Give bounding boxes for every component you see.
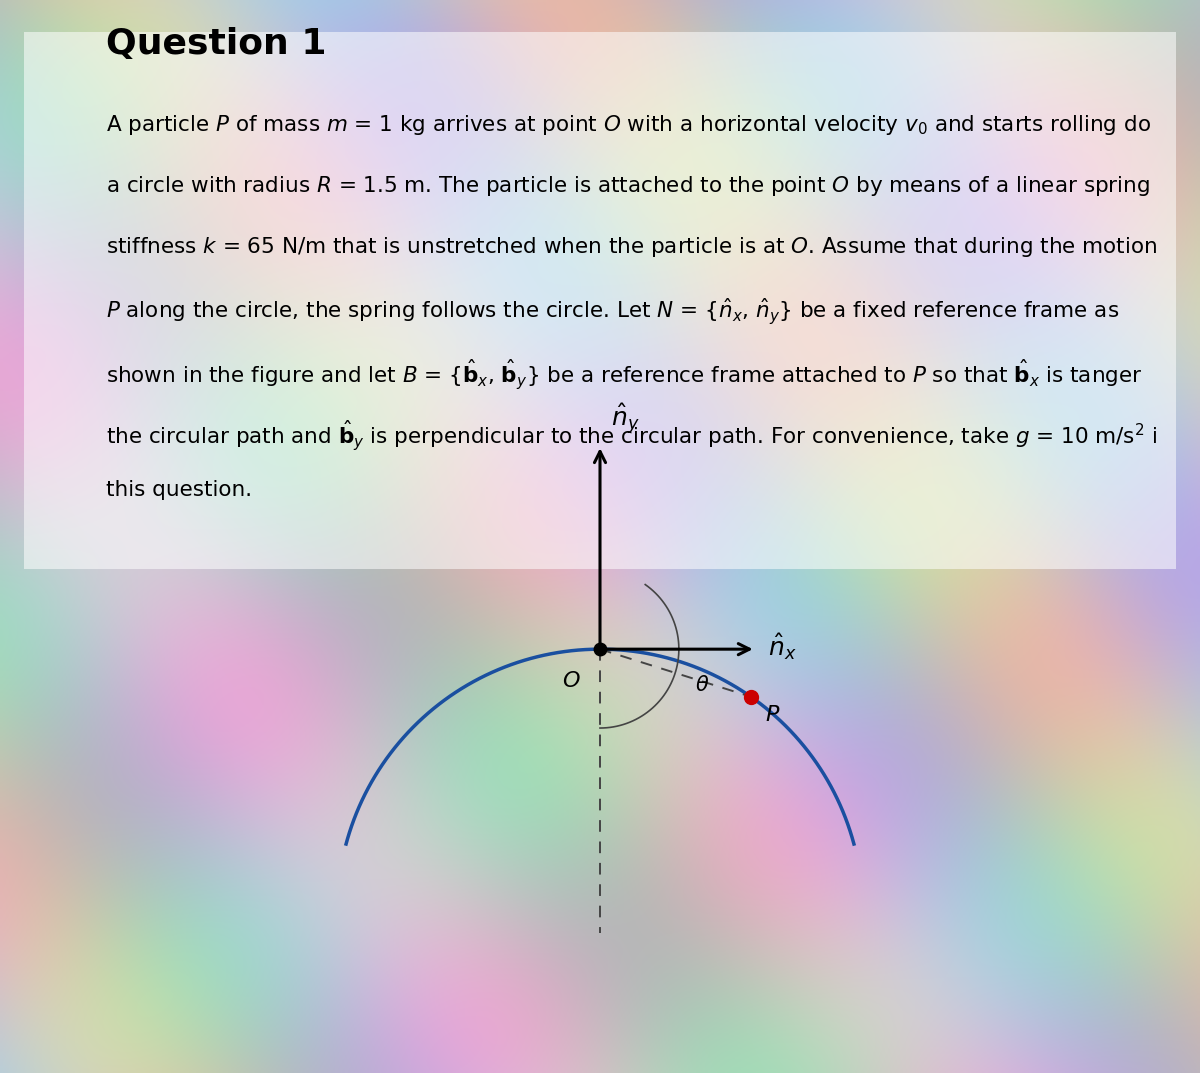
Text: a circle with radius $R$ = 1.5 m. The particle is attached to the point $O$ by m: a circle with radius $R$ = 1.5 m. The pa…	[107, 174, 1151, 197]
Text: $\hat{n}_x$: $\hat{n}_x$	[768, 632, 797, 662]
Text: $\theta$: $\theta$	[695, 675, 709, 694]
Text: shown in the figure and let $B$ = {$\hat{\mathbf{b}}_x$, $\hat{\mathbf{b}}_y$} b: shown in the figure and let $B$ = {$\hat…	[107, 357, 1142, 392]
Text: the circular path and $\hat{\mathbf{b}}_y$ is perpendicular to the circular path: the circular path and $\hat{\mathbf{b}}_…	[107, 418, 1158, 453]
Text: $P$ along the circle, the spring follows the circle. Let $N$ = {$\hat{n}_x$, $\h: $P$ along the circle, the spring follows…	[107, 296, 1120, 326]
Text: $O$: $O$	[562, 671, 581, 691]
Text: Question 1: Question 1	[107, 27, 326, 61]
Text: A particle $P$ of mass $m$ = 1 kg arrives at point $O$ with a horizontal velocit: A particle $P$ of mass $m$ = 1 kg arrive…	[107, 113, 1152, 136]
Text: $\hat{n}_y$: $\hat{n}_y$	[611, 401, 640, 437]
Text: this question.: this question.	[107, 480, 252, 500]
Text: stiffness $k$ = 65 N/m that is unstretched when the particle is at $O$. Assume t: stiffness $k$ = 65 N/m that is unstretch…	[107, 235, 1158, 259]
Text: $P$: $P$	[764, 705, 780, 725]
FancyBboxPatch shape	[24, 32, 1176, 569]
